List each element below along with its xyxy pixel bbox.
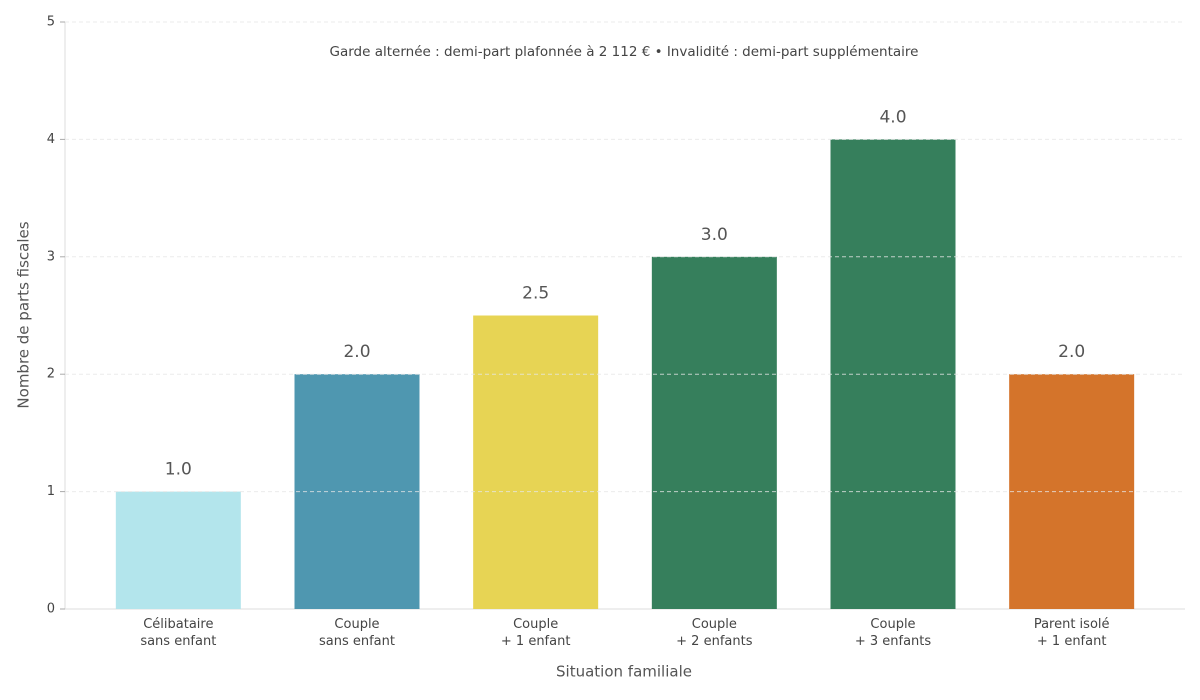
- y-tick-label: 5: [47, 15, 55, 30]
- y-tick-label: 4: [47, 132, 55, 147]
- y-axis-title: Nombre de parts fiscales: [15, 221, 33, 408]
- value-label: 2.0: [1058, 342, 1085, 362]
- bar: [294, 374, 420, 609]
- bar: [651, 256, 777, 609]
- x-axis-title: Situation familiale: [556, 663, 692, 681]
- x-tick-label: Couple + 1 enfant: [501, 617, 571, 649]
- value-label: 2.0: [343, 342, 370, 362]
- y-tick-label: 3: [47, 249, 55, 264]
- y-tick-label: 2: [47, 367, 55, 382]
- x-tick-label: Couple sans enfant: [319, 617, 395, 649]
- x-tick-label: Couple + 2 enfants: [676, 617, 753, 649]
- annotation: Garde alternée : demi-part plafonnée à 2…: [330, 44, 919, 60]
- x-tick-label: Couple + 3 enfants: [855, 617, 932, 649]
- x-tick-label: Célibataire sans enfant: [140, 617, 216, 649]
- x-tick-label: Parent isolé + 1 enfant: [1034, 617, 1110, 649]
- value-label: 2.5: [522, 284, 549, 304]
- y-tick-label: 0: [47, 602, 55, 617]
- value-label: 1.0: [165, 460, 192, 480]
- value-label: 3.0: [701, 225, 728, 245]
- value-label: 4.0: [879, 107, 906, 127]
- bar: [115, 491, 241, 609]
- bar: [1009, 374, 1135, 609]
- y-tick-label: 1: [47, 484, 55, 499]
- bar: [473, 315, 599, 609]
